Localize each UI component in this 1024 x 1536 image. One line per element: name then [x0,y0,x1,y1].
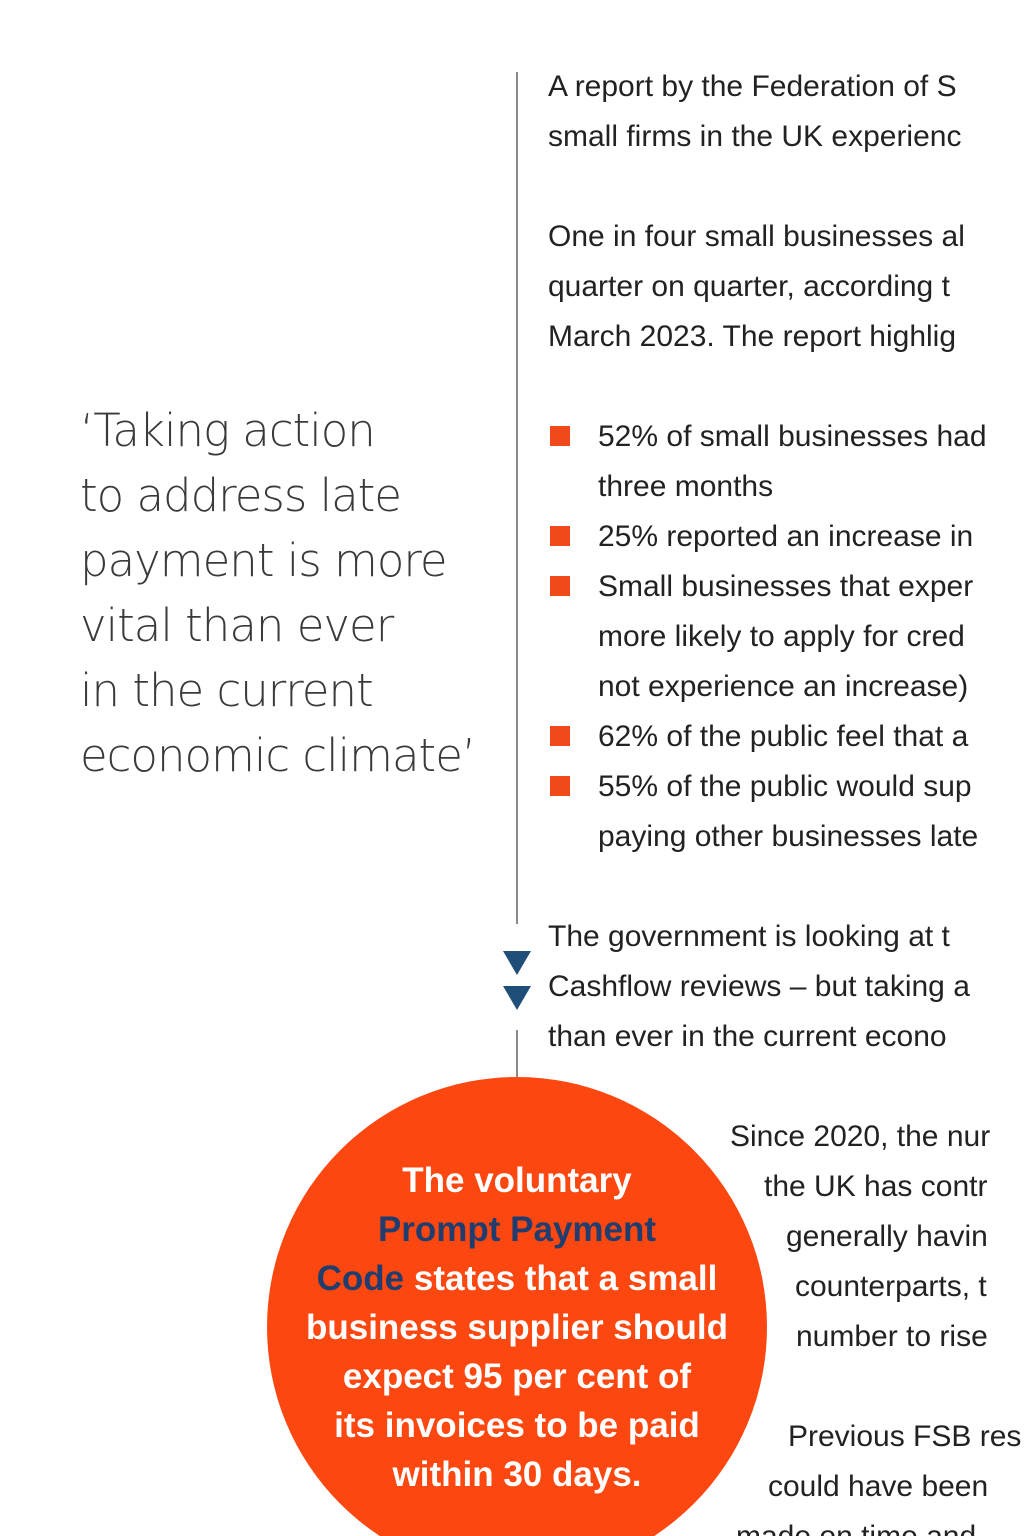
callout-line-rest: states that a small [404,1259,718,1298]
list-item: 55% of the public would sup paying other… [548,762,987,862]
pull-quote: ‘Taking action to address late payment i… [80,398,500,788]
text-line: three months [598,470,774,503]
divider-line-bottom [516,1030,518,1080]
callout-line: The voluntary [402,1161,632,1200]
callout-line: within 30 days. [392,1455,642,1494]
square-bullet-icon [550,726,570,746]
square-bullet-icon [550,426,570,446]
intro-paragraph-1: A report by the Federation of S small fi… [548,62,961,162]
text-line: March 2023. The report highlig [548,320,957,353]
text-line: quarter on quarter, according t [548,270,950,303]
list-item: 62% of the public feel that a [548,712,987,762]
stats-bullet-list: 52% of small businesses had three months… [548,412,987,862]
text-line: A report by the Federation of S [548,70,957,103]
callout-line: Code states that a small [267,1254,767,1303]
text-line: could have been [768,1470,989,1503]
text-line: more likely to apply for cred [598,620,965,653]
callout-text: The voluntary Prompt Payment Code states… [267,1156,767,1499]
text-line: One in four small businesses al [548,220,965,253]
text-line: Cashflow reviews – but taking a [548,970,970,1003]
pull-quote-line: vital than ever [80,599,394,652]
right-column-text: Since 2020, the nur the UK has contr gen… [700,1112,1024,1536]
list-item: 52% of small businesses had three months [548,412,987,512]
text-line: The government is looking at t [548,920,950,953]
text-line: the UK has contr [764,1170,988,1203]
pull-quote-line: to address late [80,469,402,522]
divider-line-top [516,72,518,924]
government-paragraph: The government is looking at t Cashflow … [548,912,970,1062]
text-line: than ever in the current econo [548,1020,947,1053]
callout-highlight: Prompt Payment [377,1210,657,1249]
square-bullet-icon [550,776,570,796]
pull-quote-line: payment is more [80,534,448,587]
list-item: Small businesses that exper more likely … [548,562,987,712]
text-line: generally havin [786,1220,988,1253]
text-line: Since 2020, the nur [730,1120,991,1153]
text-line: 52% of small businesses had [598,420,987,453]
callout-line: business supplier should [305,1308,729,1347]
callout-line: its invoices to be paid [334,1406,700,1445]
square-bullet-icon [550,576,570,596]
arrow-down-icon [503,951,531,975]
square-bullet-icon [550,526,570,546]
text-line: 62% of the public feel that a [598,720,969,753]
text-line: made on time and [736,1512,1024,1536]
text-line: 55% of the public would sup [598,770,972,803]
pull-quote-line: economic climate’ [80,729,476,782]
text-line: paying other businesses late [598,820,979,853]
text-line: 25% reported an increase in [598,520,974,553]
text-line: Previous FSB res [788,1420,1022,1453]
intro-paragraph-2: One in four small businesses al quarter … [548,212,965,362]
text-line: not experience an increase) [598,670,969,703]
callout-highlight: Code [316,1259,405,1298]
text-line: counterparts, t [795,1270,987,1303]
callout-line: expect 95 per cent of [342,1357,692,1396]
pull-quote-line: ‘Taking action [80,404,376,457]
list-item: 25% reported an increase in [548,512,987,562]
arrow-down-icon [503,986,531,1010]
text-line: number to rise [796,1320,988,1353]
text-line: small firms in the UK experienc [548,120,962,153]
text-line: Small businesses that exper [598,570,974,603]
callout-circle [267,1077,767,1536]
pull-quote-line: in the current [80,664,374,717]
